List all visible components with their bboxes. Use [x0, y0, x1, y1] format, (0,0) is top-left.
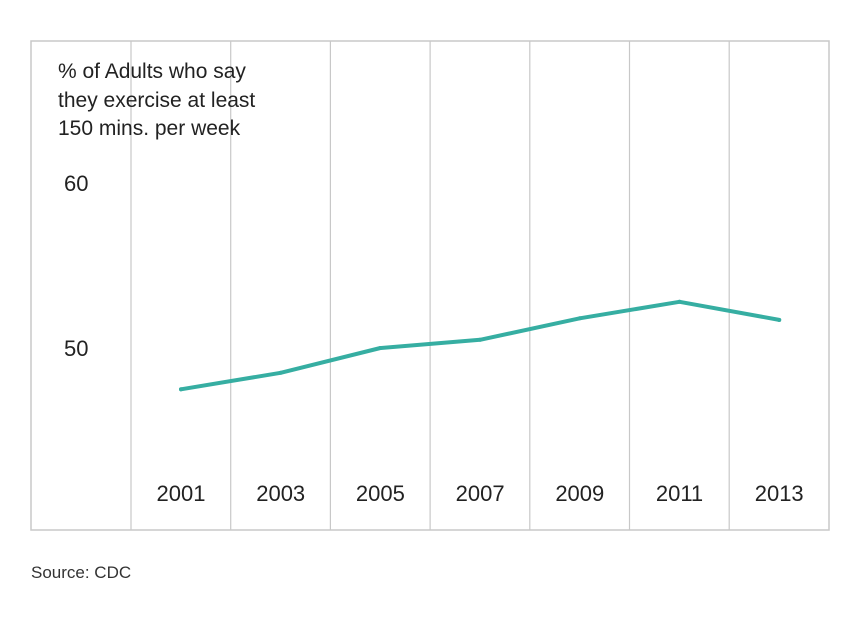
data-point	[378, 346, 383, 350]
y-axis-label-line-2: they exercise at least	[58, 89, 256, 112]
x-axis-ticks: 2001 2003 2005 2007 2009 2011 2013	[157, 481, 804, 506]
source-note: Source: CDC	[31, 563, 132, 582]
data-point	[577, 316, 582, 321]
x-tick-label: 2001	[157, 481, 206, 506]
x-tick-label: 2011	[656, 481, 703, 506]
data-point	[179, 387, 183, 392]
y-tick-label: 50	[64, 336, 88, 361]
x-tick-label: 2003	[256, 481, 305, 506]
x-tick-label: 2013	[755, 481, 804, 506]
data-point	[478, 337, 483, 342]
x-tick-label: 2005	[356, 481, 405, 506]
data-point	[278, 370, 283, 375]
x-tick-label: 2007	[456, 481, 505, 506]
y-tick-label: 60	[64, 171, 88, 196]
y-axis-label-line-3: 150 mins. per week	[58, 117, 241, 140]
data-point	[777, 317, 782, 322]
x-tick-label: 2009	[555, 481, 604, 506]
chart-grid	[30, 40, 830, 531]
y-axis-ticks: 60 50	[64, 171, 88, 361]
data-point	[677, 299, 682, 304]
series-line	[179, 299, 782, 392]
y-axis-label-line-1: % of Adults who say	[58, 60, 246, 83]
